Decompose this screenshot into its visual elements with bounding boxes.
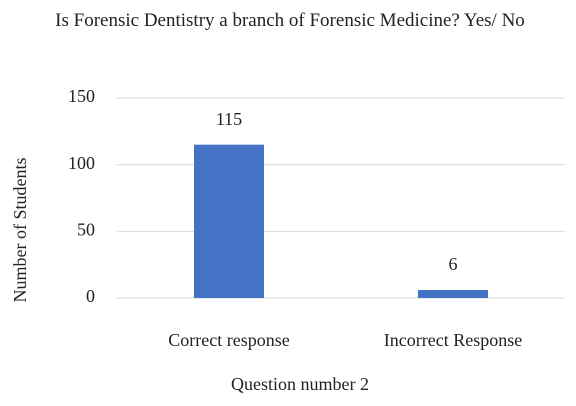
x-tick-label: Incorrect Response <box>384 330 522 350</box>
y-axis-label: Number of Students <box>10 158 30 303</box>
chart-title: Is Forensic Dentistry a branch of Forens… <box>55 10 525 31</box>
x-axis-label: Question number 2 <box>231 374 369 394</box>
y-tick-label: 100 <box>68 153 95 173</box>
x-tick-label: Correct response <box>168 330 289 350</box>
y-tick-label: 0 <box>86 286 95 306</box>
y-tick-label: 150 <box>68 86 95 106</box>
data-label: 115 <box>216 109 242 129</box>
bar <box>418 290 488 298</box>
y-tick-label: 50 <box>77 219 95 239</box>
data-label: 6 <box>449 254 458 274</box>
bar <box>194 144 264 298</box>
